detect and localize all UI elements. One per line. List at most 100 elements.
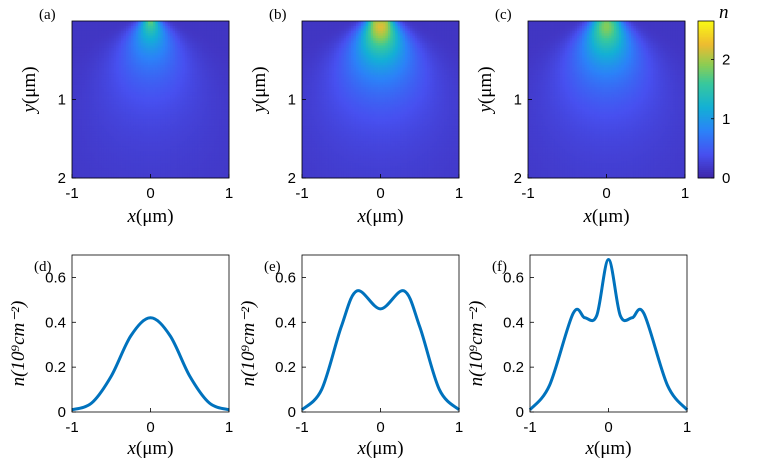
heatmap-cell (111, 128, 115, 132)
heatmap-cell (125, 35, 129, 39)
heatmap-cell (81, 99, 85, 103)
heatmap-cell (175, 30, 178, 34)
heatmap-cell (172, 50, 176, 54)
heatmap-cell (358, 50, 362, 54)
heatmap-cell (219, 148, 223, 152)
heatmap-cell (333, 35, 337, 39)
heatmap-cell (189, 109, 193, 113)
heatmap-cell (94, 43, 97, 46)
heatmap-cell (206, 55, 210, 59)
heatmap-cell (89, 94, 93, 98)
heatmap-cell (206, 70, 210, 73)
heatmap-cell (204, 175, 208, 179)
heatmap-cell (94, 25, 97, 29)
heatmap-cell (94, 116, 97, 120)
heatmap-cell (103, 30, 107, 34)
heatmap-cell (206, 109, 210, 113)
heatmap-cell (211, 138, 215, 142)
heatmap-cell (187, 133, 191, 137)
heatmap-cell (111, 106, 115, 110)
heatmap-cell (123, 170, 127, 174)
heatmap-cell (172, 170, 176, 174)
heatmap-cell (414, 45, 418, 49)
heatmap-cell (152, 148, 156, 152)
heatmap-cell (380, 50, 384, 54)
heatmap-cell (98, 40, 102, 44)
heatmap-cell (202, 74, 205, 78)
heatmap-cell (209, 138, 213, 142)
heatmap-cell (96, 92, 100, 95)
heatmap-cell (157, 131, 161, 135)
heatmap-cell (370, 30, 374, 34)
heatmap-cell (409, 50, 413, 54)
heatmap-cell (204, 43, 208, 46)
heatmap-cell (206, 74, 210, 78)
heatmap-cell (116, 79, 120, 83)
heatmap-cell (390, 21, 394, 24)
heatmap-cell (172, 82, 176, 86)
heatmap-cell (81, 21, 85, 24)
heatmap-cell (177, 55, 181, 59)
heatmap-cell (167, 104, 171, 108)
heatmap-cell (121, 170, 124, 174)
heatmap-cell (446, 33, 450, 37)
heatmap-cell (309, 43, 313, 46)
heatmap-cell (214, 77, 218, 81)
heatmap-cell (135, 111, 139, 115)
heatmap-cell (346, 43, 350, 46)
heatmap-cell (79, 99, 83, 103)
heatmap-cell (84, 101, 88, 105)
heatmap-cell (84, 23, 88, 27)
heatmap-cell (72, 65, 75, 69)
heatmap-cell (206, 131, 210, 135)
heatmap-cell (360, 50, 364, 54)
heatmap-cell (116, 92, 120, 95)
heatmap-cell (152, 158, 156, 162)
heatmap-cell (86, 151, 90, 154)
heatmap-cell (378, 21, 381, 24)
heatmap-cell (192, 45, 196, 49)
heatmap-cell (148, 155, 151, 159)
heatmap-cell (209, 124, 213, 127)
heatmap-cell (368, 38, 372, 42)
heatmap-cell (446, 38, 450, 42)
heatmap-cell (103, 165, 107, 169)
heatmap-cell (111, 38, 115, 42)
heatmap-cell (224, 77, 227, 81)
heatmap-cell (216, 146, 220, 149)
heatmap-cell (140, 45, 144, 49)
heatmap-cell (370, 40, 374, 44)
heatmap-cell (216, 106, 220, 110)
heatmap-cell (143, 79, 146, 83)
heatmap-cell (140, 70, 144, 73)
heatmap-cell (179, 21, 183, 24)
heatmap-cell (204, 111, 208, 115)
heatmap-cell (98, 94, 102, 98)
heatmap-cell (170, 124, 173, 127)
heatmap-cell (333, 50, 337, 54)
heatmap-cell (187, 158, 191, 162)
heatmap-cell (155, 33, 159, 37)
heatmap-cell (94, 106, 97, 110)
heatmap-cell (172, 155, 176, 159)
heatmap-cell (177, 87, 181, 91)
heatmap-cell (162, 92, 166, 95)
heatmap-cell (140, 97, 144, 100)
heatmap-cell (333, 52, 337, 56)
heatmap-cell (202, 38, 205, 42)
heatmap-cell (140, 57, 144, 61)
heatmap-cell (192, 94, 196, 98)
heatmap-cell (202, 82, 205, 86)
heatmap-cell (91, 65, 95, 69)
heatmap-cell (209, 92, 213, 95)
heatmap-cell (175, 119, 178, 122)
heatmap-cell (128, 124, 132, 127)
heatmap-cell (130, 38, 134, 42)
heatmap-cell (86, 57, 90, 61)
heatmap-cell (177, 25, 181, 29)
heatmap-cell (108, 104, 112, 108)
heatmap-cell (128, 116, 132, 120)
heatmap-cell (113, 121, 117, 125)
heatmap-cell (155, 52, 159, 56)
heatmap-cell (98, 45, 102, 49)
